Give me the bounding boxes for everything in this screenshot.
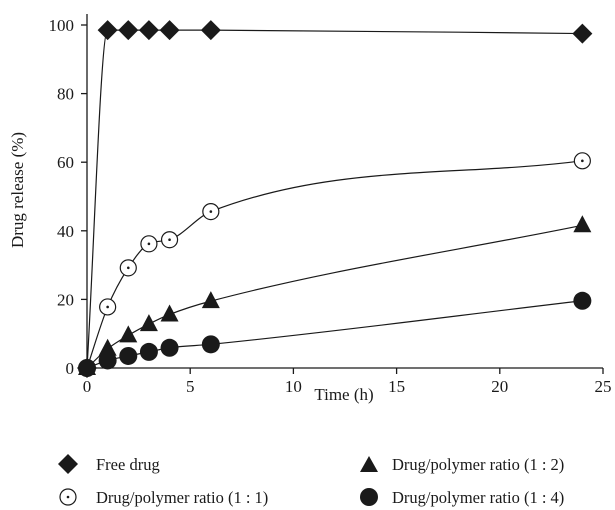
legend-label-free-drug: Free drug: [96, 455, 160, 474]
data-point-diamond: [118, 20, 139, 41]
y-tick-label: 80: [57, 85, 74, 104]
fitted-curves: [86, 29, 583, 369]
data-point-triangle: [573, 215, 592, 233]
data-point-triangle: [160, 304, 179, 322]
data-point-filled-circle: [119, 346, 138, 365]
y-tick-label: 20: [57, 290, 74, 309]
legend-label-ratio-1-2: Drug/polymer ratio (1 : 2): [392, 455, 564, 474]
legend-label-ratio-1-1: Drug/polymer ratio (1 : 1): [96, 488, 268, 507]
legend-item-ratio-1-4: Drug/polymer ratio (1 : 4): [360, 488, 564, 507]
legend-filled-circle-marker: [360, 488, 378, 506]
x-tick-label: 0: [83, 377, 92, 396]
fit-curve-series-1: [86, 160, 583, 369]
data-points: [77, 20, 593, 378]
x-tick-label: 15: [388, 377, 405, 396]
fit-curve-series-0: [86, 29, 583, 369]
data-point-circle-dot-center: [168, 238, 171, 242]
data-point-triangle: [119, 325, 138, 343]
legend-label-ratio-1-4: Drug/polymer ratio (1 : 4): [392, 488, 564, 507]
fit-curve-series-3: [86, 300, 583, 369]
data-point-filled-circle: [139, 342, 158, 361]
data-point-filled-circle: [160, 338, 179, 357]
x-tick-label: 20: [491, 377, 508, 396]
legend-triangle-marker: [360, 456, 378, 472]
x-tick-label: 10: [285, 377, 302, 396]
y-tick-label: 60: [57, 153, 74, 172]
data-point-triangle: [98, 338, 117, 356]
data-point-diamond: [200, 20, 221, 41]
x-tick-label: 5: [186, 377, 195, 396]
data-point-circle-dot-center: [106, 305, 109, 309]
axis-ticks: 0 5 10 15 20 25 0 20 40 60 80 100: [49, 16, 612, 396]
data-point-filled-circle: [78, 359, 96, 377]
legend-item-free-drug: Free drug: [58, 454, 160, 474]
data-point-diamond: [97, 20, 118, 41]
data-point-circle-dot-center: [147, 242, 151, 246]
legend-diamond-marker: [58, 454, 78, 474]
legend-item-ratio-1-1: Drug/polymer ratio (1 : 1): [59, 488, 268, 507]
legend: Free drug Drug/polymer ratio (1 : 1) Dru…: [58, 454, 564, 507]
data-point-triangle: [139, 314, 158, 332]
data-point-diamond: [572, 23, 593, 44]
data-point-circle-dot-center: [581, 159, 584, 163]
data-point-filled-circle: [201, 335, 220, 354]
data-point-filled-circle: [98, 351, 117, 370]
x-tick-label: 25: [595, 377, 612, 396]
data-point-circle-dot-center: [126, 266, 130, 270]
data-point-diamond: [159, 20, 180, 41]
legend-circle-dot-center: [66, 495, 70, 499]
data-point-triangle: [201, 291, 220, 309]
legend-item-ratio-1-2: Drug/polymer ratio (1 : 2): [360, 455, 564, 474]
data-point-diamond: [138, 20, 159, 41]
data-point-circle-dot-center: [209, 210, 213, 213]
y-tick-label: 0: [66, 359, 75, 378]
y-tick-label: 100: [49, 16, 75, 35]
axes: [86, 14, 603, 369]
x-axis-label: Time (h): [314, 385, 373, 404]
y-tick-label: 40: [57, 222, 74, 241]
y-axis-label: Drug release (%): [8, 132, 27, 248]
data-point-filled-circle: [573, 291, 592, 310]
